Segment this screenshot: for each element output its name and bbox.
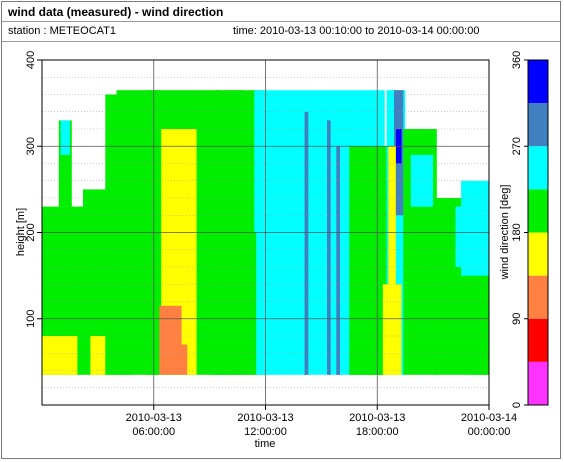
colorbar-band xyxy=(528,362,548,405)
y-tick-label: 300 xyxy=(25,137,37,155)
x-tick-label-time: 18:00:00 xyxy=(356,426,399,438)
colorbar: 0 90 180 270 360 xyxy=(511,51,548,408)
x-tick-label-date: 2010-03-14 xyxy=(461,412,517,424)
data-cell xyxy=(327,120,331,374)
data-cell xyxy=(461,181,489,276)
x-tick-label-date: 2010-03-13 xyxy=(237,412,293,424)
x-tick-label-time: 06:00:00 xyxy=(132,426,175,438)
colorbar-band xyxy=(528,103,548,146)
colorbar-tick-label: 360 xyxy=(511,51,523,69)
data-cell xyxy=(383,284,402,375)
colorbar-band xyxy=(528,276,548,319)
colorbar-tick-label: 90 xyxy=(511,313,523,325)
y-tick-label: 100 xyxy=(25,310,37,328)
x-tick-label-time: 12:00:00 xyxy=(244,426,287,438)
colorbar-band xyxy=(528,146,548,189)
data-cell xyxy=(61,120,70,154)
x-tick-label-date: 2010-03-13 xyxy=(126,412,182,424)
colorbar-band xyxy=(528,189,548,232)
data-cell xyxy=(305,112,309,375)
colorbar-tick-label: 270 xyxy=(511,137,523,155)
x-tick-label-time: 00:00:00 xyxy=(468,426,511,438)
colorbar-tick-label: 180 xyxy=(511,223,523,241)
x-tick-label-date: 2010-03-13 xyxy=(349,412,405,424)
y-axis-label: height [m] xyxy=(15,208,27,256)
y-tick-label: 400 xyxy=(25,51,37,69)
x-axis-label: time xyxy=(255,438,276,450)
colorbar-tick-label: 0 xyxy=(511,402,523,408)
x-axis-ticks: 2010-03-13 06:00:00 2010-03-13 12:00:00 2010… xyxy=(126,405,518,438)
colorbar-label: wind direction [deg] xyxy=(499,185,511,281)
colorbar-band xyxy=(528,319,548,362)
colorbar-band xyxy=(528,60,548,103)
data-cell xyxy=(42,336,77,375)
colorbar-band xyxy=(528,233,548,276)
data-cell xyxy=(470,310,489,375)
